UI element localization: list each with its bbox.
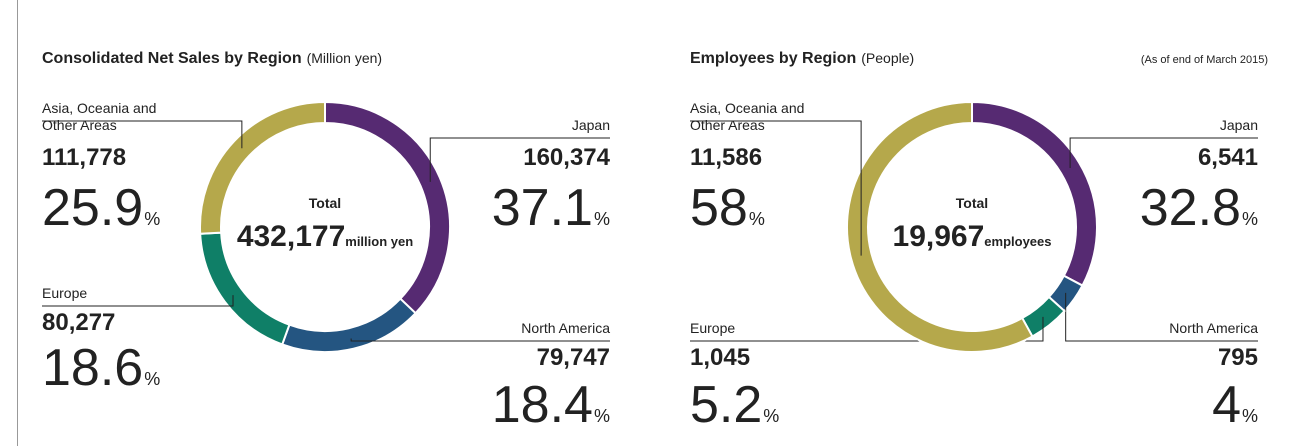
percent-unit: % [749, 209, 765, 229]
leader-line [350, 338, 610, 342]
value-label: 795 [1218, 344, 1258, 371]
category-line: Asia, Oceania and [690, 100, 804, 116]
total-unit: employees [984, 234, 1051, 249]
percent-number: 32.8 [1140, 179, 1241, 237]
value-label: 79,747 [537, 344, 610, 371]
leader-line [429, 137, 610, 182]
value-label: 111,778 [42, 144, 126, 171]
category-label: Japan [572, 117, 610, 133]
leader-line [42, 120, 243, 149]
leader-line [1065, 292, 1258, 342]
title-unit: (Million yen) [307, 50, 382, 66]
category-label: Asia, Oceania and Other Areas [42, 100, 156, 133]
title-text: Consolidated Net Sales by Region [42, 50, 302, 67]
value-label: 160,374 [523, 144, 610, 171]
percent-unit: % [144, 209, 160, 229]
percent-unit: % [144, 369, 160, 389]
donut-segment [199, 100, 326, 235]
percent-number: 18.6 [42, 339, 143, 397]
category-line: Asia, Oceania and [42, 100, 156, 116]
title-unit: (People) [861, 50, 914, 66]
value-label: 11,586 [690, 144, 762, 171]
category-label: Europe [42, 285, 87, 301]
percent-unit: % [763, 406, 779, 426]
leader-line [1069, 137, 1258, 168]
total-value: 432,177 [237, 220, 345, 253]
total: 432,177million yen [237, 220, 413, 253]
total-title: Total [309, 195, 341, 211]
value-label: 6,541 [1198, 144, 1258, 171]
chart-title: Consolidated Net Sales by Region (Million… [42, 50, 382, 67]
total: 19,967employees [893, 220, 1052, 253]
percent-label: 25.9% [42, 179, 160, 237]
donut-segment [971, 100, 1098, 287]
percent-number: 4 [1212, 376, 1241, 434]
total-title: Total [956, 195, 988, 211]
percent-label: 58% [690, 179, 765, 237]
percent-label: 18.4% [492, 376, 610, 434]
percent-number: 5.2 [690, 376, 762, 434]
percent-label: 37.1% [492, 179, 610, 237]
category-label: Asia, Oceania and Other Areas [690, 100, 804, 133]
category-line: Other Areas [42, 117, 117, 133]
percent-label: 18.6% [42, 339, 160, 397]
note: (As of end of March 2015) [1141, 54, 1268, 66]
category-label: North America [1169, 320, 1258, 336]
title-text: Employees by Region [690, 50, 856, 67]
percent-number: 25.9 [42, 179, 143, 237]
value-label: 80,277 [42, 309, 115, 336]
total-unit: million yen [345, 234, 413, 249]
percent-unit: % [1242, 209, 1258, 229]
donut-segment [846, 100, 1034, 353]
category-label: North America [521, 320, 610, 336]
percent-unit: % [594, 209, 610, 229]
category-label: Europe [690, 320, 735, 336]
percent-unit: % [1242, 406, 1258, 426]
chart-title: Employees by Region (People) [690, 50, 914, 67]
leader-line [42, 295, 234, 307]
leader-line [690, 120, 862, 256]
percent-label: 4% [1212, 376, 1258, 434]
donut-segment [324, 100, 451, 315]
donut-segment [280, 297, 417, 353]
category-line: Other Areas [690, 117, 765, 133]
frame [17, 0, 18, 446]
percent-number: 37.1 [492, 179, 593, 237]
value-label: 1,045 [690, 344, 750, 371]
leader-line [690, 316, 1044, 342]
percent-unit: % [594, 406, 610, 426]
percent-label: 32.8% [1140, 179, 1258, 237]
percent-label: 5.2% [690, 376, 779, 434]
total-value: 19,967 [893, 220, 985, 253]
percent-number: 58 [690, 179, 748, 237]
percent-number: 18.4 [492, 376, 593, 434]
category-label: Japan [1220, 117, 1258, 133]
